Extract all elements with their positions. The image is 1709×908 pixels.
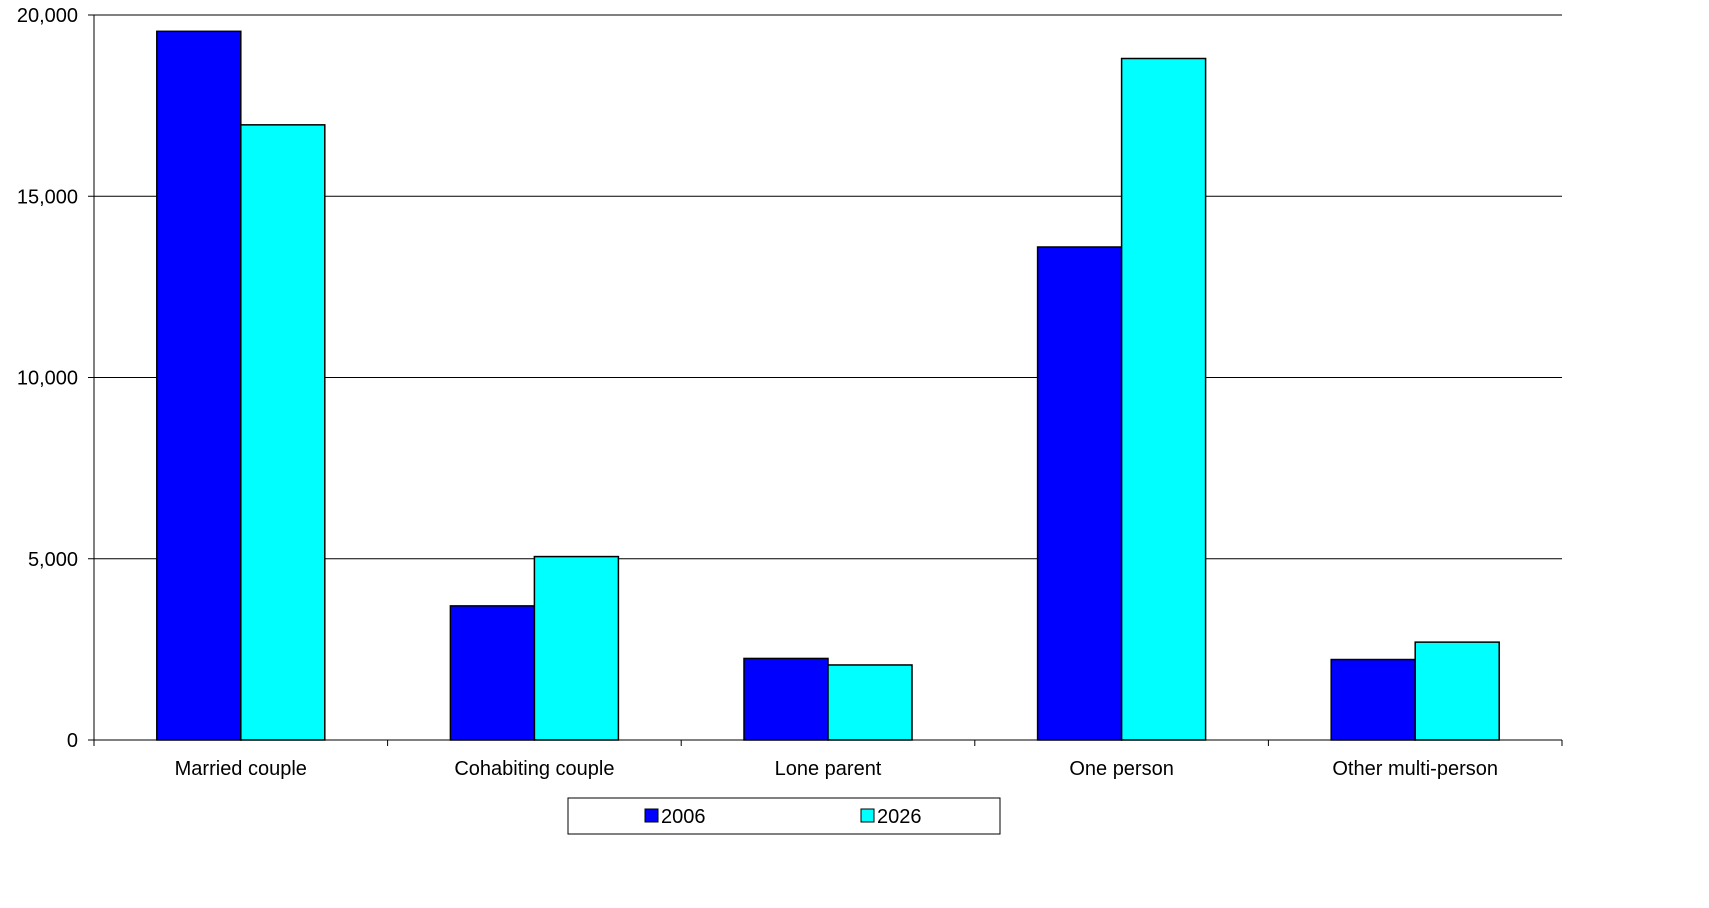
bar-cohabiting-couple-2006 (449, 605, 536, 741)
bar-lone-parent-2026 (827, 664, 913, 741)
bar-married-couple-2006 (156, 30, 242, 741)
bar-cohabiting-couple-2026 (533, 555, 620, 741)
bar-other-multi-person-2006 (1330, 658, 1416, 741)
x-axis-categories: Married couple Cohabiting couple Lone pare… (175, 758, 1498, 780)
y-tick-label: 10,000 (17, 368, 78, 390)
y-axis-ticks: 0 5,000 10,000 15,000 20,000 (17, 5, 1563, 752)
category-label-married-couple: Married couple (175, 758, 307, 780)
y-tick-label: 20,000 (17, 5, 78, 27)
bar-married-couple-2026 (240, 124, 326, 741)
category-label-cohabiting-couple: Cohabiting couple (454, 758, 614, 780)
y-tick-label: 0 (67, 730, 78, 752)
legend-label-2006: 2006 (661, 806, 706, 828)
bars (156, 30, 1500, 741)
legend-swatch-2006 (644, 808, 659, 823)
y-tick-label: 5,000 (28, 549, 78, 571)
legend: 2006 2026 (567, 797, 1001, 835)
y-tick-label: 15,000 (17, 186, 78, 208)
bar-lone-parent-2006 (743, 657, 829, 741)
gridlines (94, 14, 1562, 560)
legend-box (567, 797, 1001, 835)
category-label-one-person: One person (1069, 758, 1174, 780)
legend-swatch-2026 (860, 808, 875, 823)
category-label-other-multi-person: Other multi-person (1332, 758, 1498, 780)
bar-one-person-2006 (1036, 246, 1123, 741)
category-label-lone-parent: Lone parent (775, 758, 882, 780)
bar-one-person-2026 (1120, 57, 1207, 741)
bar-other-multi-person-2026 (1414, 641, 1500, 741)
legend-label-2026: 2026 (877, 806, 922, 828)
